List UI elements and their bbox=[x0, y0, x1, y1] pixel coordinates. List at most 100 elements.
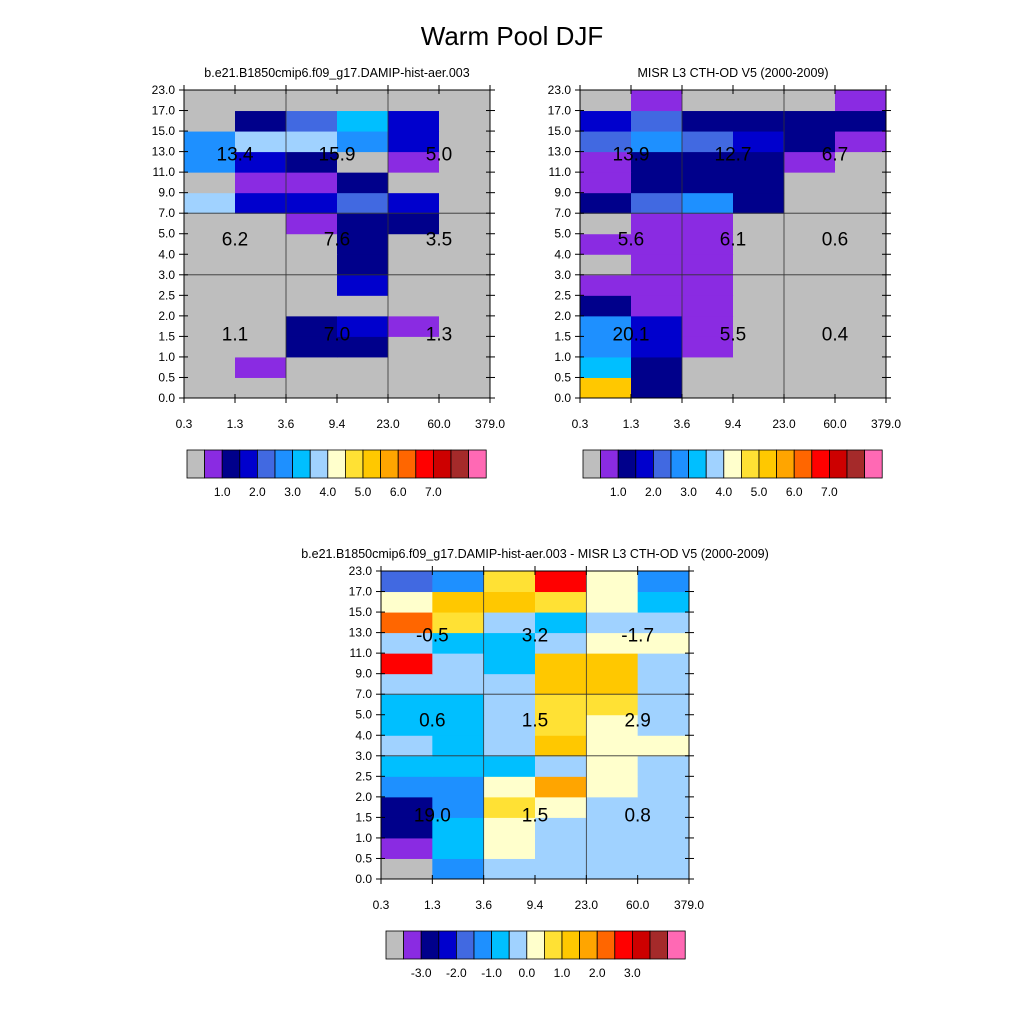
heatmap-cell bbox=[733, 192, 785, 214]
colorbar-box bbox=[432, 449, 452, 479]
heatmap-cell bbox=[337, 356, 389, 378]
heatmap-cell bbox=[337, 110, 389, 132]
heatmap-cell bbox=[184, 315, 236, 337]
heatmap-cell bbox=[337, 254, 389, 276]
heatmap-cell bbox=[631, 213, 683, 235]
heatmap-cell bbox=[682, 213, 734, 235]
heatmap-cell bbox=[586, 858, 639, 880]
annotation-value: 2.9 bbox=[624, 711, 650, 732]
y-tick-label: 17.0 bbox=[548, 104, 572, 118]
heatmap-cell bbox=[535, 571, 587, 593]
heatmap-cell bbox=[388, 131, 440, 153]
heatmap-cell bbox=[432, 591, 485, 613]
heatmap-cell bbox=[580, 213, 632, 235]
colorbar-box bbox=[705, 449, 725, 479]
y-tick-label: 5.0 bbox=[554, 227, 571, 241]
heatmap-cell bbox=[733, 274, 785, 296]
heatmap-cell bbox=[835, 131, 887, 153]
x-tick-label: 1.3 bbox=[424, 898, 441, 912]
heatmap-cell bbox=[439, 254, 491, 276]
heatmap-cell bbox=[381, 755, 433, 777]
heatmap-cell bbox=[784, 172, 836, 194]
heatmap-cell bbox=[439, 172, 491, 194]
colorbar-box bbox=[362, 449, 382, 479]
heatmap-cell bbox=[835, 254, 887, 276]
heatmap-cell bbox=[637, 714, 690, 736]
heatmap-cell bbox=[580, 192, 632, 214]
heatmap-cell bbox=[483, 837, 536, 859]
main-title: Warm Pool DJF bbox=[421, 21, 604, 51]
heatmap-cell bbox=[535, 714, 587, 736]
heatmap-cell bbox=[637, 735, 690, 757]
heatmap-cell bbox=[381, 653, 433, 675]
annotation-value: 6.2 bbox=[222, 230, 248, 251]
heatmap-cell bbox=[439, 336, 491, 358]
y-tick-label: 4.0 bbox=[355, 728, 372, 742]
heatmap-cell bbox=[432, 571, 485, 593]
heatmap-cell bbox=[381, 858, 433, 880]
heatmap-cell bbox=[535, 632, 587, 654]
colorbar-label: 2.0 bbox=[249, 485, 266, 499]
y-tick-label: 7.0 bbox=[158, 206, 175, 220]
colorbar-box bbox=[292, 449, 311, 479]
heatmap-cell bbox=[631, 295, 683, 317]
heatmap-cell bbox=[682, 295, 734, 317]
colorbar-box bbox=[776, 449, 795, 479]
heatmap-cell bbox=[483, 653, 536, 675]
heatmap-cell bbox=[580, 254, 632, 276]
heatmap-cell bbox=[586, 673, 639, 695]
heatmap-cell bbox=[631, 172, 683, 194]
heatmap-cell bbox=[535, 755, 587, 777]
heatmap-cell bbox=[637, 591, 690, 613]
colorbar-box bbox=[741, 449, 760, 479]
heatmap-cell bbox=[631, 274, 683, 296]
annotation-value: 7.6 bbox=[324, 230, 350, 251]
heatmap-cell bbox=[682, 151, 734, 173]
heatmap-cell bbox=[184, 356, 236, 378]
heatmap-cell bbox=[784, 315, 836, 337]
x-tick-label: 379.0 bbox=[674, 898, 704, 912]
heatmap-cell bbox=[637, 817, 690, 839]
heatmap-cell bbox=[586, 714, 639, 736]
heatmap-cell bbox=[235, 192, 287, 214]
colorbar-label: 7.0 bbox=[821, 485, 838, 499]
heatmap-cell bbox=[580, 131, 632, 153]
heatmap-cell bbox=[235, 254, 287, 276]
heatmap-cell bbox=[381, 632, 433, 654]
x-tick-label: 1.3 bbox=[227, 417, 244, 431]
y-tick-label: 1.5 bbox=[554, 329, 571, 343]
heatmap-cell bbox=[682, 110, 734, 132]
heatmap-cell bbox=[286, 110, 338, 132]
heatmap-cell bbox=[835, 172, 887, 194]
heatmap-cell bbox=[286, 356, 338, 378]
colorbar-box bbox=[438, 930, 457, 960]
heatmap-cell bbox=[637, 796, 690, 818]
colorbar-box bbox=[846, 449, 866, 479]
heatmap-cell bbox=[535, 653, 587, 675]
heatmap-cell bbox=[432, 714, 485, 736]
colorbar-label: 6.0 bbox=[390, 485, 407, 499]
heatmap-cell bbox=[580, 377, 632, 399]
colorbar-box bbox=[811, 449, 830, 479]
heatmap-cell bbox=[381, 571, 433, 593]
colorbar-box bbox=[221, 449, 241, 479]
heatmap-cell bbox=[631, 131, 683, 153]
y-tick-label: 23.0 bbox=[349, 564, 373, 578]
heatmap-cell bbox=[682, 90, 734, 112]
heatmap-cell bbox=[483, 591, 536, 613]
colorbar-label: -2.0 bbox=[446, 966, 467, 980]
heatmap-cell bbox=[432, 755, 485, 777]
heatmap-cell bbox=[586, 571, 639, 593]
heatmap-cell bbox=[235, 131, 287, 153]
heatmap-cell bbox=[337, 377, 389, 399]
heatmap-cell bbox=[637, 571, 690, 593]
heatmap-cell bbox=[286, 90, 338, 112]
colorbar-box bbox=[344, 449, 364, 479]
colorbar-label: 4.0 bbox=[715, 485, 732, 499]
heatmap-cell bbox=[235, 356, 287, 378]
annotation-value: 1.5 bbox=[522, 711, 548, 732]
heatmap-cell bbox=[682, 254, 734, 276]
heatmap-cell bbox=[835, 233, 887, 255]
y-tick-label: 0.5 bbox=[355, 851, 372, 865]
